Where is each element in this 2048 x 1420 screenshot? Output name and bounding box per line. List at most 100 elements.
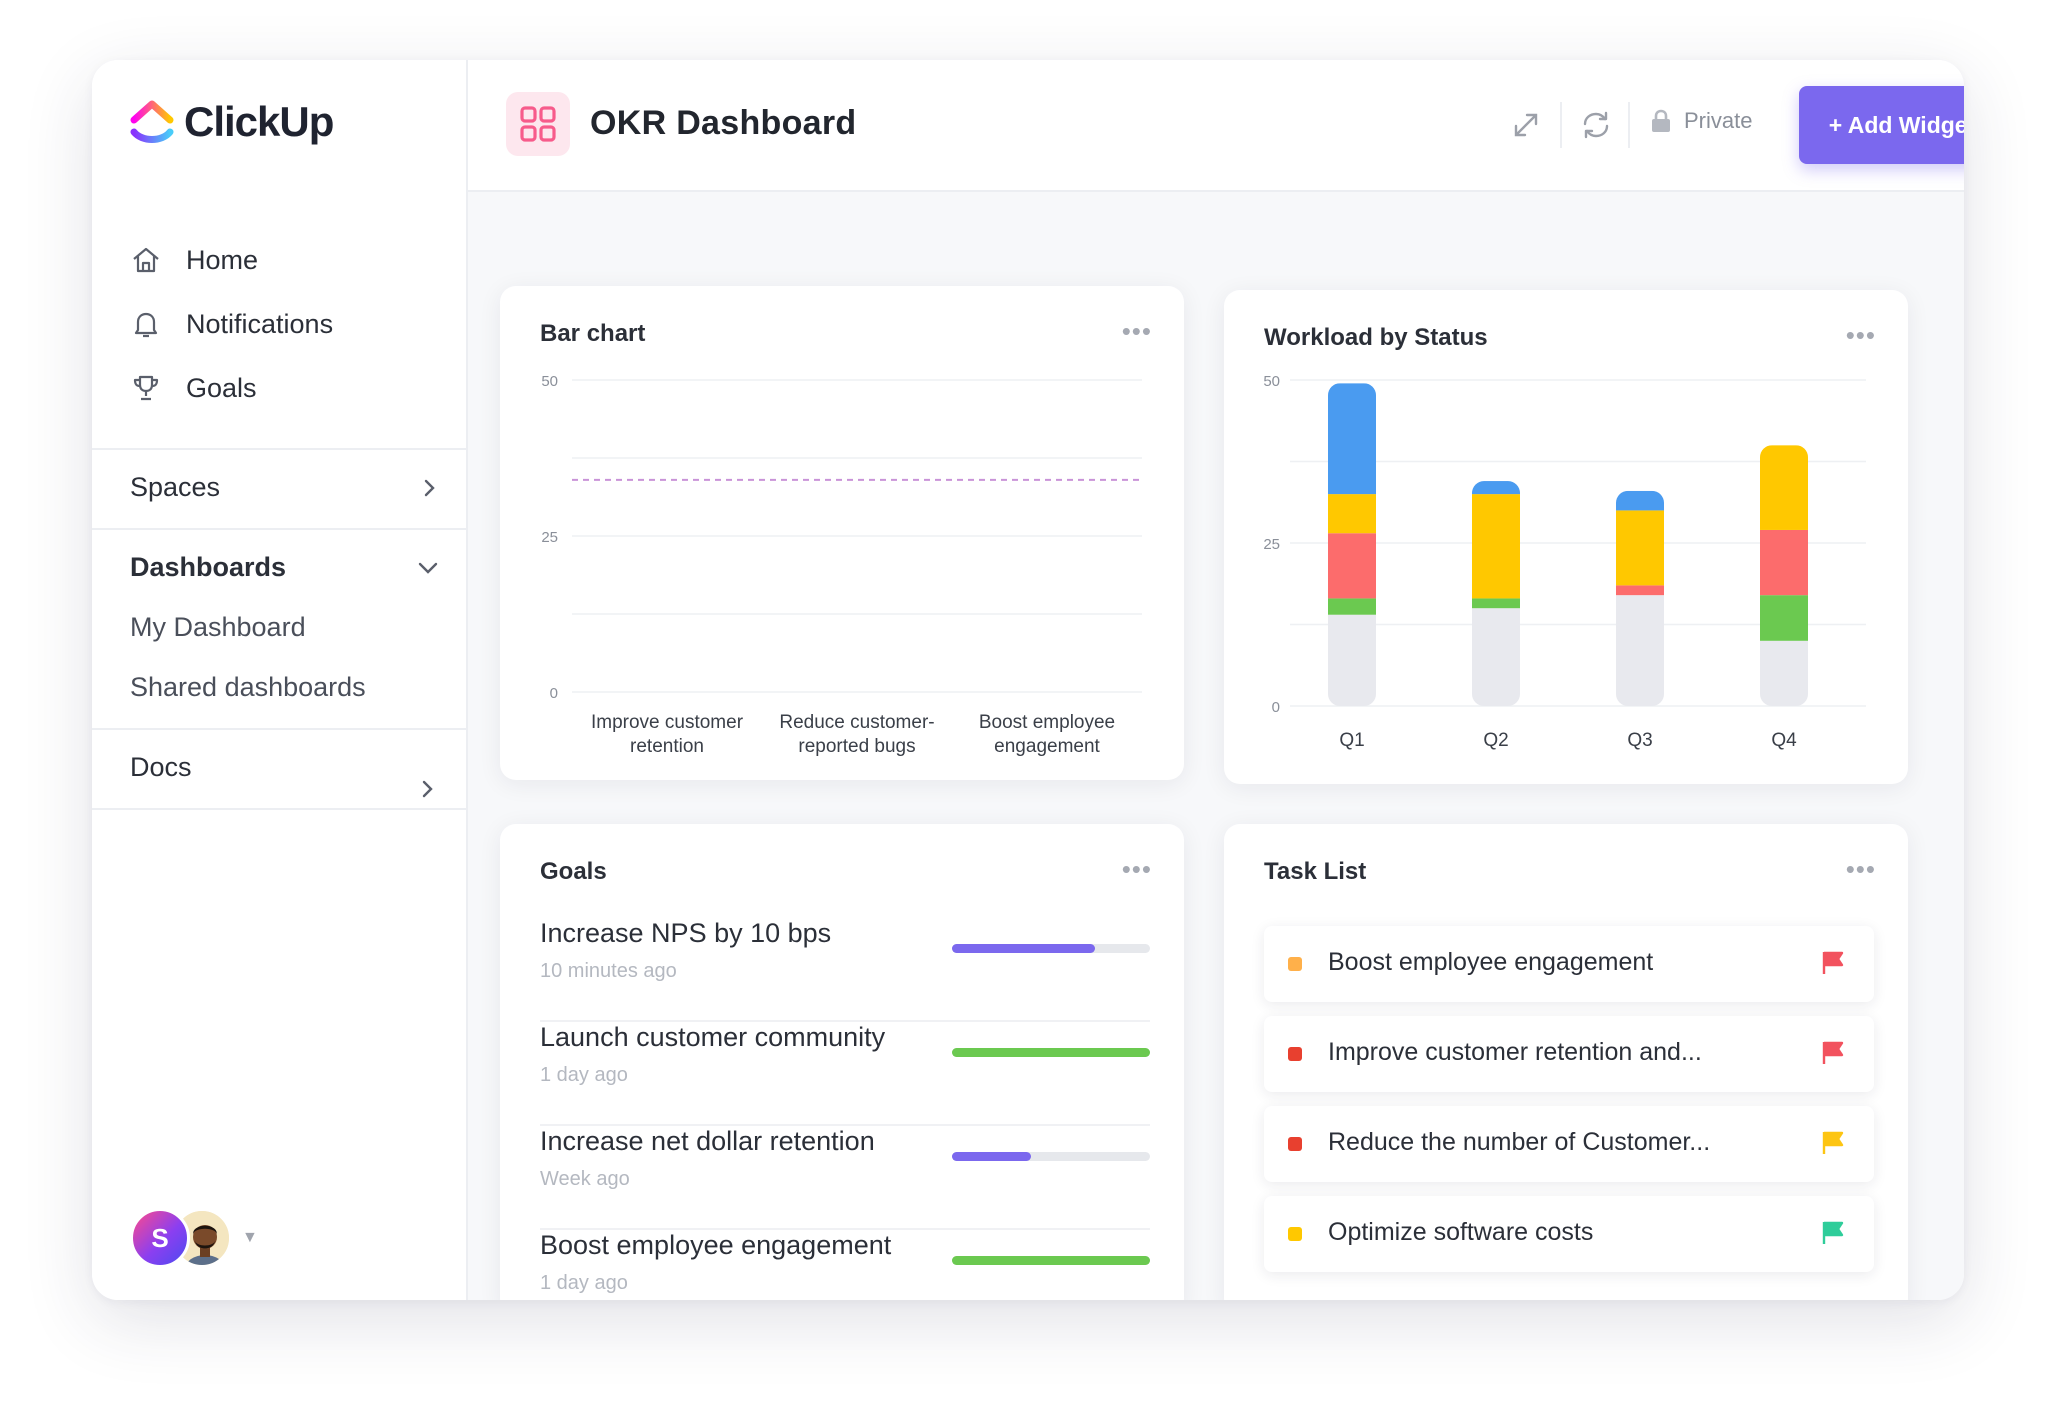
task-status-dot <box>1288 1137 1302 1151</box>
sidebar-item-notifications[interactable]: Notifications <box>130 308 333 340</box>
task-status-dot <box>1288 957 1302 971</box>
task-status-dot <box>1288 1227 1302 1241</box>
card-title: Workload by Status <box>1264 324 1488 351</box>
stacked-bar-q3[interactable] <box>1616 490 1664 706</box>
x-tick-label: Q1 <box>1339 730 1364 751</box>
flag-icon[interactable] <box>1820 1220 1846 1246</box>
goals-card: Goals ••• Increase NPS by 10 bps 10 minu… <box>500 824 1184 1300</box>
goal-item[interactable]: Launch customer community 1 day ago <box>540 1022 1150 1126</box>
bar-chart: 50 25 0 Improve customer retention Reduce cus… <box>541 373 1142 757</box>
clickup-logo[interactable]: ClickUp <box>130 98 334 146</box>
task-item[interactable]: Boost employee engagement <box>1264 926 1874 1002</box>
more-options-icon[interactable]: ••• <box>1845 320 1876 350</box>
chevron-down-icon <box>418 562 438 574</box>
y-tick-label: 50 <box>541 373 558 390</box>
bar-segment <box>1328 383 1376 495</box>
sidebar-item-my-dashboard[interactable]: My Dashboard <box>130 612 306 642</box>
bell-icon <box>134 312 158 338</box>
goal-progress-fill <box>952 1256 1150 1265</box>
sidebar-section-dashboards[interactable]: Dashboards <box>130 552 440 583</box>
goal-name: Increase NPS by 10 bps <box>540 918 832 948</box>
home-icon <box>133 247 159 273</box>
sidebar-item-home[interactable]: Home <box>130 244 258 276</box>
x-tick-label: Reduce customer-reported bugs <box>779 712 934 757</box>
brand-name: ClickUp <box>184 98 334 145</box>
goal-progress-bar <box>952 1048 1150 1057</box>
stacked-bar-q4[interactable] <box>1760 445 1808 706</box>
stacked-bar-q1[interactable] <box>1328 383 1376 706</box>
x-tick-label: Improve customer retention <box>591 712 744 757</box>
bar-segment <box>1472 598 1520 609</box>
goal-item[interactable]: Increase net dollar retention Week ago <box>540 1126 1150 1230</box>
sidebar-item-label: Notifications <box>186 308 334 339</box>
bar-segment <box>1760 445 1808 530</box>
sidebar-divider <box>92 448 468 450</box>
dashboard-icon <box>506 92 570 156</box>
refresh-icon[interactable] <box>1579 108 1613 142</box>
x-tick-label: Boost employee engagement <box>979 712 1115 757</box>
goal-progress-fill <box>952 1152 1032 1161</box>
goal-time: 1 day ago <box>540 1064 628 1086</box>
task-name: Boost employee engagement <box>1328 948 1654 976</box>
bar-segment <box>1472 481 1520 495</box>
docs-label: Docs <box>130 752 192 782</box>
sidebar-item-shared-dashboards[interactable]: Shared dashboards <box>130 672 366 702</box>
flag-icon[interactable] <box>1820 1040 1846 1066</box>
card-title: Bar chart <box>540 320 646 347</box>
goal-progress-bar <box>952 1152 1150 1161</box>
task-name: Optimize software costs <box>1328 1218 1594 1246</box>
goal-item[interactable]: Increase NPS by 10 bps 10 minutes ago <box>540 918 1150 1022</box>
bar-segment <box>1760 595 1808 641</box>
sidebar-item-label: Home <box>186 244 259 275</box>
sidebar-section-docs[interactable]: Docs <box>130 752 440 783</box>
task-item[interactable]: Optimize software costs <box>1264 1196 1874 1272</box>
caret-down-icon[interactable]: ▼ <box>242 1229 258 1246</box>
bar-segment <box>1616 510 1664 586</box>
user-menu[interactable]: S ▼ <box>130 1208 258 1268</box>
chevron-right-icon <box>424 479 435 496</box>
spaces-label: Spaces <box>130 472 221 502</box>
y-tick-label: 50 <box>1263 373 1280 390</box>
flag-icon[interactable] <box>1820 1130 1846 1156</box>
avatar[interactable]: S <box>130 1208 190 1268</box>
more-options-icon[interactable]: ••• <box>1121 854 1152 884</box>
goal-progress-bar <box>952 1256 1150 1265</box>
lock-icon <box>1652 109 1670 132</box>
header-divider <box>1560 102 1562 148</box>
clickup-logo-icon <box>130 100 174 143</box>
task-item[interactable]: Reduce the number of Customer... <box>1264 1106 1874 1182</box>
sidebar-section-spaces[interactable]: Spaces <box>130 472 440 503</box>
sidebar-divider <box>92 808 468 810</box>
sidebar: ClickUp Home Notifications Goals Spaces <box>92 60 468 1300</box>
task-name: Reduce the number of Customer... <box>1328 1128 1711 1156</box>
goal-progress-fill <box>952 1048 1150 1057</box>
goal-name: Increase net dollar retention <box>540 1126 875 1156</box>
task-item[interactable]: Improve customer retention and... <box>1264 1016 1874 1092</box>
x-tick-label: Q3 <box>1627 730 1652 751</box>
goal-name: Boost employee engagement <box>540 1230 892 1260</box>
bar-segment <box>1616 595 1664 706</box>
bar-segment <box>1328 494 1376 534</box>
more-options-icon[interactable]: ••• <box>1121 316 1152 346</box>
x-tick-label: Q4 <box>1771 730 1797 751</box>
task-name: Improve customer retention and... <box>1328 1038 1702 1066</box>
bar-segment <box>1616 585 1664 596</box>
goal-item[interactable]: Boost employee engagement 1 day ago <box>540 1230 1150 1300</box>
more-options-icon[interactable]: ••• <box>1845 854 1876 884</box>
chevron-right-icon[interactable] <box>416 778 438 800</box>
page-title: OKR Dashboard <box>590 104 857 142</box>
sidebar-item-goals[interactable]: Goals <box>130 372 257 404</box>
goal-progress-bar <box>952 944 1150 953</box>
sidebar-divider <box>92 528 468 530</box>
bar-segment <box>1472 494 1520 599</box>
y-tick-label: 25 <box>541 529 558 546</box>
stacked-bar-q2[interactable] <box>1472 481 1520 706</box>
goal-progress-fill <box>952 944 1095 953</box>
goal-time: 10 minutes ago <box>540 960 677 982</box>
app-window: ClickUp Home Notifications Goals Spaces <box>92 60 1964 1300</box>
goal-name: Launch customer community <box>540 1022 886 1052</box>
expand-icon[interactable] <box>1509 108 1543 142</box>
add-widget-button[interactable]: + Add Widget <box>1799 86 1964 164</box>
privacy-toggle[interactable]: Private <box>1650 108 1752 134</box>
flag-icon[interactable] <box>1820 950 1846 976</box>
